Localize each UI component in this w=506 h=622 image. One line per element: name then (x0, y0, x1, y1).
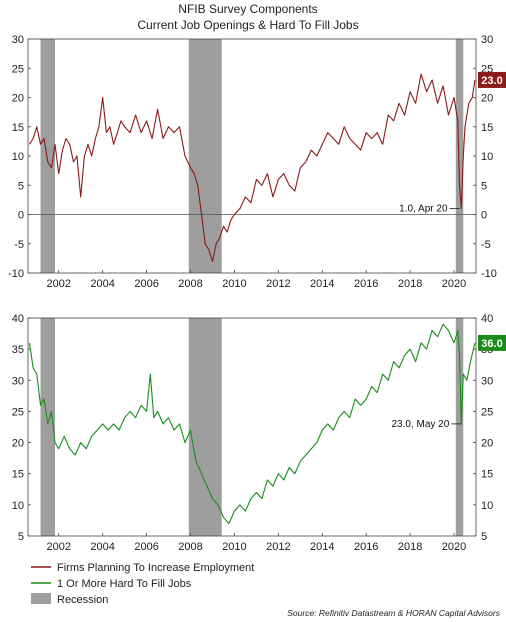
y-tick-label-left: 5 (18, 180, 24, 192)
x-tick-label: 2002 (47, 541, 71, 553)
x-tick-label: 2004 (90, 278, 114, 290)
y-tick-label-left: 15 (12, 122, 24, 134)
chart-title: NFIB Survey Components (178, 2, 317, 16)
x-tick-label: 2014 (310, 278, 334, 290)
x-tick-label: 2014 (310, 541, 334, 553)
x-tick-label: 2010 (222, 278, 246, 290)
y-tick-label-right: 30 (481, 375, 493, 387)
recession-band (40, 318, 56, 536)
x-tick-label: 2002 (47, 278, 71, 290)
recession-band (455, 318, 464, 536)
annotation-label: 23.0, May 20 (391, 419, 449, 430)
x-tick-label: 2004 (90, 541, 114, 553)
y-tick-label-right: 10 (481, 151, 493, 163)
chart-subtitle: Current Job Openings & Hard To Fill Jobs (137, 18, 358, 32)
panel-2: 4040353530302525202015151010552002200420… (12, 313, 506, 553)
x-tick-label: 2018 (398, 541, 422, 553)
x-tick-label: 2018 (398, 278, 422, 290)
y-tick-label-left: 10 (12, 151, 24, 163)
x-tick-label: 2016 (354, 541, 378, 553)
y-tick-label-right: 30 (481, 34, 493, 46)
end-value-badge (478, 71, 506, 88)
x-tick-label: 2008 (178, 278, 202, 290)
y-tick-label-left: 30 (12, 34, 24, 46)
y-tick-label-left: 30 (12, 375, 24, 387)
series-line (28, 323, 476, 525)
y-tick-label-left: 5 (18, 531, 24, 543)
y-tick-label-left: 15 (12, 469, 24, 481)
recession-band (188, 39, 222, 273)
y-tick-label-right: 15 (481, 122, 493, 134)
y-tick-label-left: 40 (12, 313, 24, 325)
x-tick-label: 2008 (178, 541, 202, 553)
y-tick-label-right: 25 (481, 406, 493, 418)
recession-band (188, 318, 222, 536)
y-tick-label-left: -10 (8, 268, 24, 280)
y-tick-label-left: 20 (12, 438, 24, 450)
legend-label: Firms Planning To Increase Employment (57, 562, 254, 574)
y-tick-label-right: 20 (481, 438, 493, 450)
y-tick-label-right: 15 (481, 469, 493, 481)
y-tick-label-left: -5 (14, 239, 24, 251)
series-line (29, 73, 476, 262)
y-tick-label-right: 5 (481, 531, 487, 543)
x-tick-label: 2010 (222, 541, 246, 553)
end-value-label: 23.0 (481, 75, 502, 87)
recession-band (455, 39, 464, 273)
plot-frame (27, 38, 477, 274)
legend-swatch-box (31, 593, 51, 604)
end-value-label: 36.0 (481, 338, 502, 350)
annotation-label: 1.0, Apr 20 (399, 204, 448, 215)
y-tick-label-right: -10 (481, 268, 497, 280)
chart-legend: Firms Planning To Increase Employment 1 O… (31, 562, 254, 606)
legend-label: Recession (57, 594, 108, 606)
end-value-badge (478, 334, 506, 351)
y-tick-label-left: 25 (12, 406, 24, 418)
y-tick-label-right: 10 (481, 500, 493, 512)
y-tick-label-left: 10 (12, 500, 24, 512)
x-tick-label: 2020 (442, 541, 466, 553)
y-tick-label-right: 20 (481, 93, 493, 105)
y-tick-label-right: 5 (481, 180, 487, 192)
x-tick-label: 2012 (266, 278, 290, 290)
source-note: Source: Refinitiv Datastream & HORAN Cap… (287, 608, 500, 618)
y-tick-label-left: 25 (12, 63, 24, 75)
x-tick-label: 2012 (266, 541, 290, 553)
plot-frame (27, 317, 477, 537)
x-tick-label: 2006 (134, 541, 158, 553)
y-tick-label-left: 0 (18, 210, 24, 222)
y-tick-label-left: 20 (12, 93, 24, 105)
y-tick-label-left: 35 (12, 344, 24, 356)
y-tick-label-right: 40 (481, 313, 493, 325)
x-tick-label: 2016 (354, 278, 378, 290)
y-tick-label-right: -5 (481, 239, 491, 251)
legend-label: 1 Or More Hard To Fill Jobs (57, 578, 192, 590)
x-tick-label: 2020 (442, 278, 466, 290)
y-tick-label-right: 0 (481, 210, 487, 222)
x-tick-label: 2006 (134, 278, 158, 290)
